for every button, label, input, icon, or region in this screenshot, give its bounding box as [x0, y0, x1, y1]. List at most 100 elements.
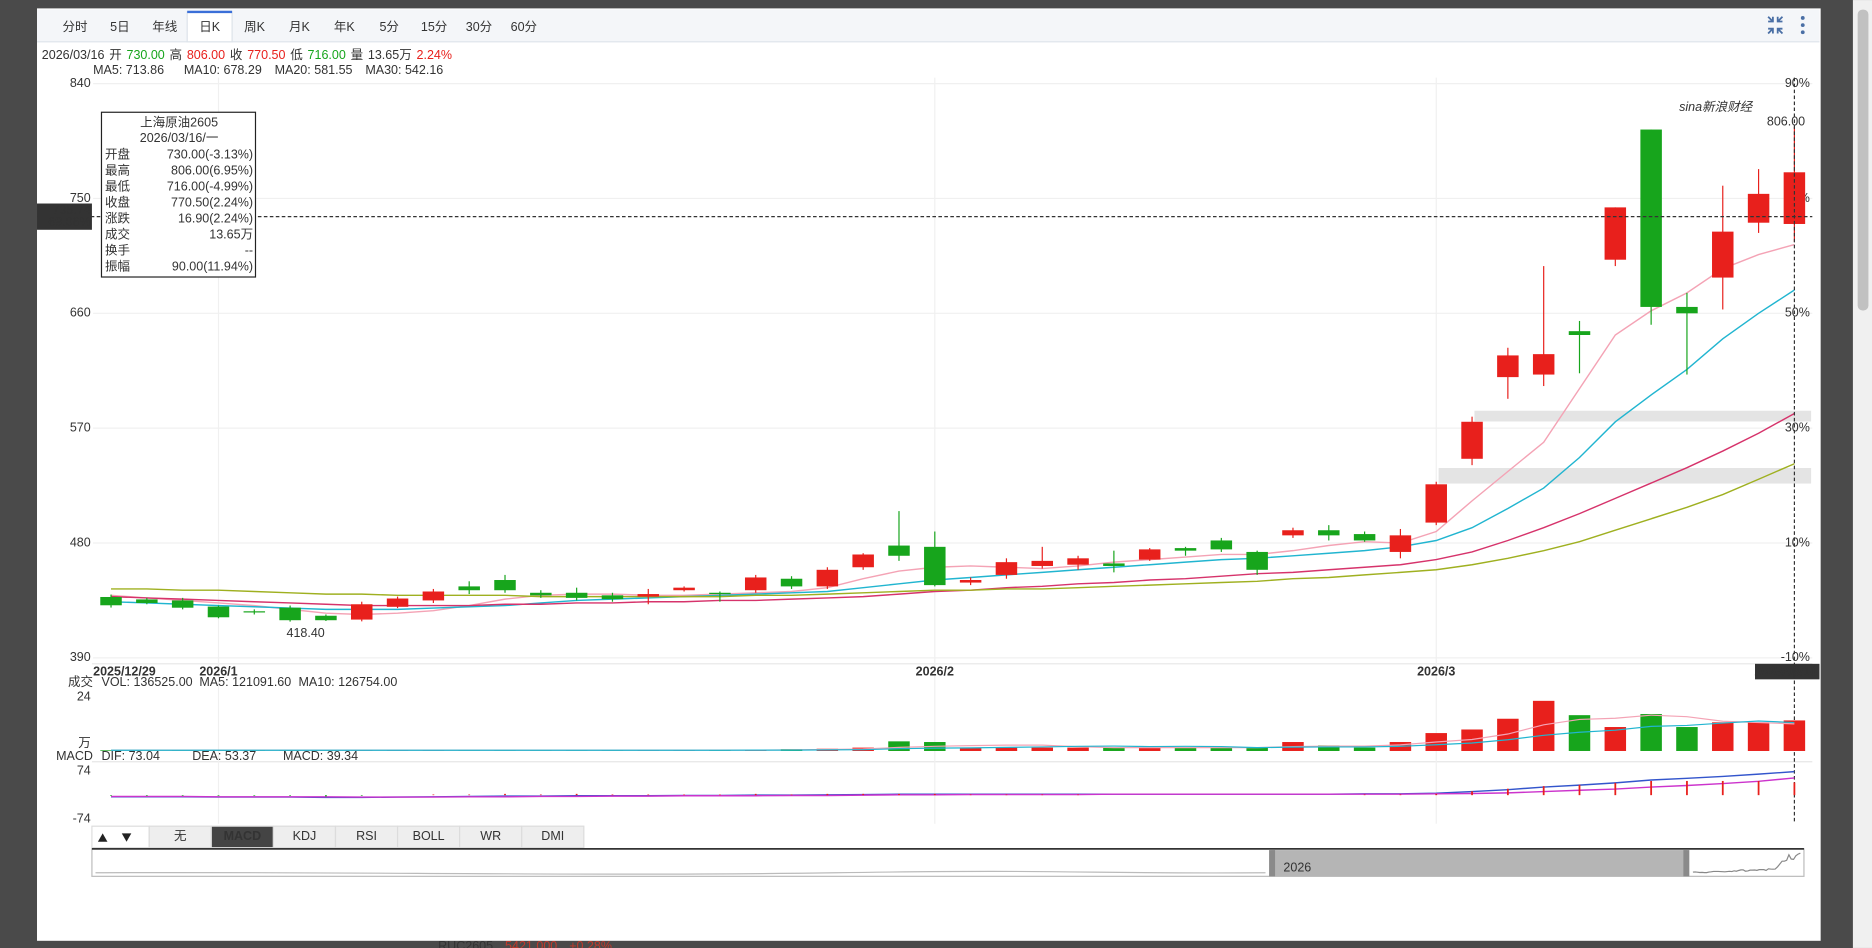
- tooltip-value: 770.50(2.24%): [171, 196, 253, 210]
- tooltip-label: 振幅: [105, 260, 130, 274]
- tooltip-label: 最高: [105, 163, 130, 178]
- navigator: 2026: [91, 847, 1805, 877]
- period-tab[interactable]: 15分: [421, 20, 448, 34]
- y-tick-label: 840: [70, 76, 91, 90]
- indicator-tab[interactable]: DMI: [541, 829, 564, 843]
- legend-item: MA5: 121091.60: [199, 675, 291, 689]
- tooltip-label: 收盘: [105, 195, 130, 210]
- candle-body: [207, 606, 230, 618]
- volume-bar: [1747, 722, 1770, 751]
- volume-bar: [1461, 729, 1483, 751]
- tooltip-value: 806.00(6.95%): [171, 164, 253, 178]
- ma-line: [111, 289, 1795, 611]
- navigator-handle[interactable]: [1683, 850, 1690, 877]
- candle-body: [530, 592, 552, 596]
- indicator-tab[interactable]: WR: [480, 829, 501, 843]
- indicator-tab-bg[interactable]: [521, 825, 585, 849]
- candle-body: [1210, 540, 1233, 550]
- low-label: 418.40: [286, 626, 324, 640]
- volume-bar: [1067, 747, 1089, 751]
- candle-body: [351, 604, 373, 620]
- volume-bar: [959, 747, 982, 751]
- period-tab[interactable]: 月K: [289, 20, 311, 34]
- footer-ticker: RUC2605 5421.000 +0.28%: [438, 939, 612, 948]
- legend-item: MA20: 581.55: [275, 63, 353, 77]
- candle-body: [709, 592, 731, 595]
- period-tab[interactable]: 30分: [466, 20, 493, 34]
- macd-line: [111, 777, 1795, 798]
- y2-tick-label: 90%: [1785, 76, 1810, 90]
- navigator-window[interactable]: [1271, 850, 1687, 877]
- volume-bar: [1712, 722, 1734, 751]
- candle-body: [565, 592, 588, 598]
- volume-bar: [888, 741, 910, 751]
- arrow-up[interactable]: [97, 833, 108, 842]
- tooltip-box: [100, 111, 257, 278]
- period-tab[interactable]: 5分: [379, 20, 399, 34]
- period-tab[interactable]: 年线: [152, 20, 178, 34]
- panel-title: MACD: [56, 749, 93, 763]
- legend-item: DIF: 73.04: [101, 749, 159, 763]
- candle-body: [1246, 551, 1268, 570]
- info-item: 开: [109, 48, 122, 62]
- period-tab[interactable]: 5日: [110, 20, 129, 34]
- volume-bar: [1103, 747, 1125, 751]
- arrow-down[interactable]: [121, 833, 132, 842]
- candle-body: [1067, 558, 1089, 565]
- info-item: 低: [290, 48, 303, 62]
- period-tab[interactable]: 分时: [62, 20, 88, 34]
- candle-body: [1425, 484, 1447, 523]
- candle-body: [136, 599, 158, 603]
- active-tab-bg: [186, 11, 233, 43]
- indicator-tab[interactable]: KDJ: [293, 829, 317, 843]
- navigator-history: [95, 870, 1266, 875]
- period-tab[interactable]: 年K: [334, 20, 356, 34]
- candle-body: [888, 545, 910, 556]
- candle-body: [816, 569, 839, 587]
- candle-body: [1568, 331, 1591, 335]
- tooltip-label: 最低: [105, 180, 131, 194]
- candle-body: [1532, 354, 1555, 375]
- navigator-handle[interactable]: [1269, 850, 1276, 877]
- scroll-thumb[interactable]: [1857, 9, 1869, 311]
- menu-icon[interactable]: [1800, 16, 1805, 35]
- tooltip-value: --: [245, 244, 253, 258]
- candle-body: [100, 596, 122, 606]
- plot: 84075066057048039090%70%50%30%10%-10%202…: [37, 47, 1820, 825]
- candle-body: [673, 587, 695, 591]
- period-tabs: 分时 5日 年线 日K 周K 月K 年K 5分 15分 30分 60分: [62, 10, 538, 43]
- y2-tick-label: 10%: [1785, 535, 1810, 549]
- volume-bar: [995, 747, 1018, 751]
- y-tick-label: 660: [70, 306, 91, 320]
- candle-body: [1712, 231, 1734, 278]
- fullscreen-icon[interactable]: [1767, 16, 1784, 35]
- legend-item: VOL: 136525.00: [101, 675, 192, 689]
- indicator-tab[interactable]: 无: [174, 829, 187, 843]
- crosshair-price: 735.74: [52, 203, 90, 217]
- tooltip-label: 开盘: [105, 147, 130, 162]
- volume-bar: [1138, 747, 1161, 751]
- period-tab[interactable]: 60分: [511, 20, 538, 34]
- period-tab[interactable]: 周K: [244, 20, 266, 34]
- tooltip-date: 2026/03/16/一: [140, 131, 219, 145]
- arrow-box: [91, 825, 150, 849]
- candle-body: [1318, 530, 1340, 536]
- indicator-tab[interactable]: MACD: [224, 829, 262, 843]
- candle-body: [1282, 530, 1304, 536]
- navigator-label: 2026: [1283, 860, 1311, 874]
- period-tab[interactable]: 日K: [199, 20, 221, 34]
- volume-bar: [1174, 747, 1197, 751]
- x-tick-label: 2026/1: [199, 664, 237, 678]
- indicator-tab[interactable]: BOLL: [413, 829, 445, 843]
- indicator-tab[interactable]: RSI: [356, 829, 377, 843]
- volume-ma-line: [111, 720, 1795, 751]
- candle-body: [458, 586, 480, 591]
- panel-title: 成交: [68, 674, 93, 689]
- candle-body: [1497, 355, 1519, 378]
- y-unit: 万: [78, 736, 91, 750]
- y2-tick-label: -10%: [1781, 650, 1810, 664]
- candle-body: [1103, 563, 1125, 566]
- legend-item: MA10: 678.29: [184, 63, 262, 77]
- info-item: 量: [351, 48, 364, 62]
